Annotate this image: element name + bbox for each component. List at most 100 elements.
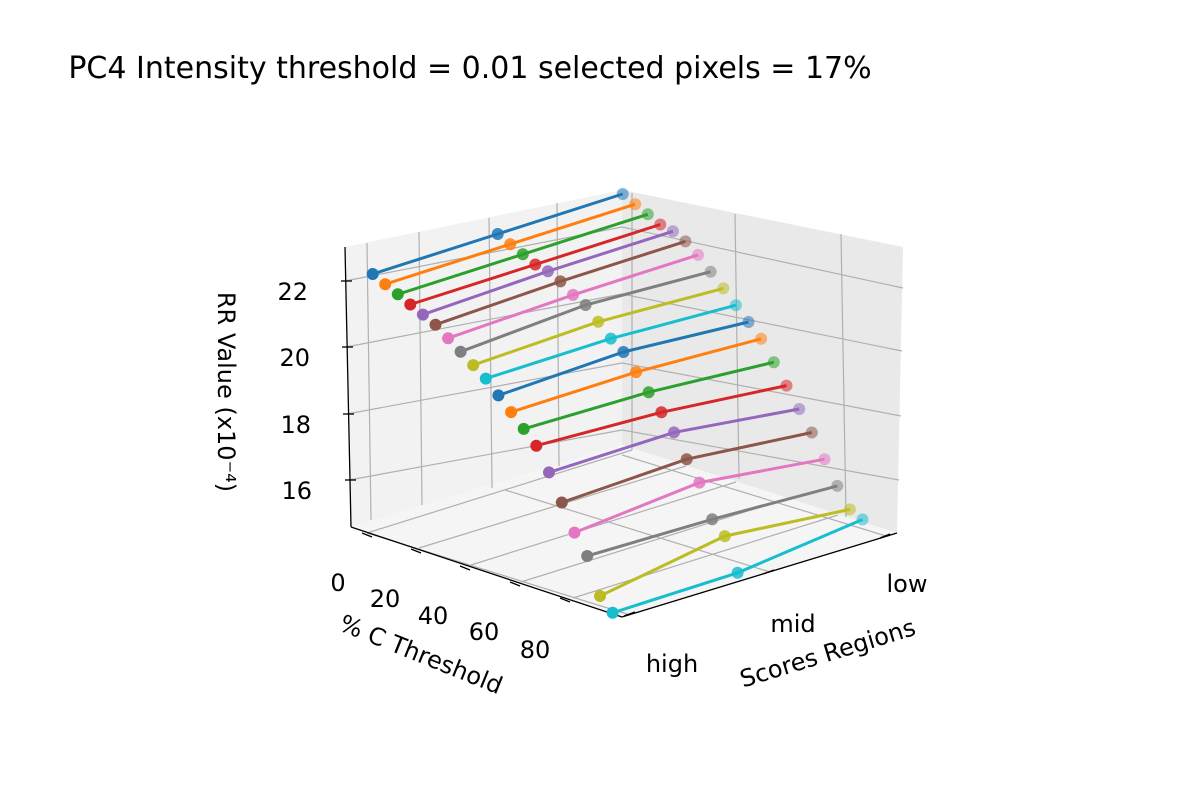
grid-line xyxy=(621,226,904,289)
data-point xyxy=(616,188,629,200)
series-line xyxy=(479,299,742,385)
data-point xyxy=(655,406,668,419)
data-point xyxy=(581,550,594,562)
data-point xyxy=(731,566,744,579)
data-point xyxy=(567,288,579,301)
grid-line xyxy=(504,489,771,573)
tick-labels: 22 20 18 16 0 20 40 60 80 low mid high xyxy=(277,278,927,678)
data-point xyxy=(729,299,742,312)
grid-line xyxy=(418,465,687,549)
x-tick-mark xyxy=(762,569,775,575)
z-tick-label: 18 xyxy=(280,411,311,439)
data-point xyxy=(679,235,692,248)
data-point xyxy=(629,198,642,211)
data-point xyxy=(504,238,517,251)
series-line xyxy=(492,316,755,402)
data-series xyxy=(366,188,869,619)
series-line xyxy=(379,198,642,291)
series-line xyxy=(404,218,667,311)
series-line xyxy=(366,188,629,280)
floor-pane xyxy=(351,445,897,617)
y-tick-mark xyxy=(509,581,521,587)
grid-line xyxy=(572,514,839,599)
grid-line xyxy=(366,449,633,534)
data-point xyxy=(529,258,542,271)
z-tick-label: 22 xyxy=(277,278,308,306)
grid-line xyxy=(348,429,623,481)
series-line xyxy=(467,282,730,372)
data-point xyxy=(718,530,731,543)
grid-line xyxy=(418,231,423,506)
data-point xyxy=(780,379,793,392)
y-tick-mark xyxy=(559,597,571,603)
data-point xyxy=(492,389,505,402)
data-point xyxy=(404,298,417,311)
y-tick-label: 80 xyxy=(520,636,551,664)
y-tick-label: 0 xyxy=(330,569,345,597)
data-point xyxy=(654,218,667,231)
x-tick-label: mid xyxy=(770,610,815,638)
y-tick-mark xyxy=(459,565,471,571)
grid-line xyxy=(366,242,372,521)
data-point xyxy=(642,386,655,399)
series-line xyxy=(555,426,818,509)
z-tick-label: 16 xyxy=(281,477,312,505)
series-line xyxy=(429,235,692,331)
chart-title: PC4 Intensity threshold = 0.01 selected … xyxy=(68,51,871,86)
z-tick-label: 20 xyxy=(279,344,310,372)
x-axis-label: Scores Regions xyxy=(737,613,919,693)
data-point xyxy=(442,332,455,345)
data-point xyxy=(491,228,504,240)
y-tick-label: 20 xyxy=(370,585,401,613)
data-point xyxy=(479,372,492,385)
series-line xyxy=(594,503,856,602)
series-line xyxy=(568,453,831,539)
series-line xyxy=(505,332,768,419)
data-point xyxy=(706,513,719,526)
data-point xyxy=(805,426,818,439)
data-point xyxy=(391,288,404,301)
data-point xyxy=(843,503,856,516)
grid-line xyxy=(470,481,737,566)
x-tick-label: low xyxy=(887,570,928,598)
data-point xyxy=(818,453,831,466)
data-point xyxy=(517,422,530,435)
data-point xyxy=(554,275,567,288)
data-point xyxy=(793,403,806,415)
data-point xyxy=(641,208,654,221)
data-point xyxy=(604,332,617,345)
z-axis-label: RR Value (x10⁻⁴) xyxy=(212,292,240,492)
grid-line xyxy=(345,293,623,348)
data-point xyxy=(429,318,442,331)
data-point xyxy=(617,346,630,358)
data-point xyxy=(530,439,543,452)
data-point xyxy=(516,248,529,261)
series-line xyxy=(543,403,806,479)
grid-line xyxy=(488,217,493,489)
x-axis-line xyxy=(621,532,898,618)
x-tick-mark xyxy=(623,611,636,617)
data-point xyxy=(416,308,429,321)
series-line xyxy=(581,479,844,562)
data-point xyxy=(541,265,554,278)
data-point xyxy=(668,426,680,439)
series-line xyxy=(416,225,679,321)
y-tick-label: 60 xyxy=(469,618,500,646)
data-point xyxy=(767,356,780,369)
data-point xyxy=(666,225,679,238)
data-point xyxy=(680,453,693,466)
grid-line xyxy=(621,429,900,481)
data-point xyxy=(606,606,619,619)
data-point xyxy=(568,526,581,539)
grid-line xyxy=(346,362,623,415)
data-point xyxy=(755,332,768,345)
data-point xyxy=(467,359,480,372)
data-point xyxy=(543,466,555,479)
data-point xyxy=(505,406,518,419)
y-tick-mark xyxy=(361,532,373,538)
data-point xyxy=(717,282,730,295)
data-point xyxy=(856,513,869,526)
data-point xyxy=(594,590,606,602)
data-point xyxy=(366,268,379,280)
